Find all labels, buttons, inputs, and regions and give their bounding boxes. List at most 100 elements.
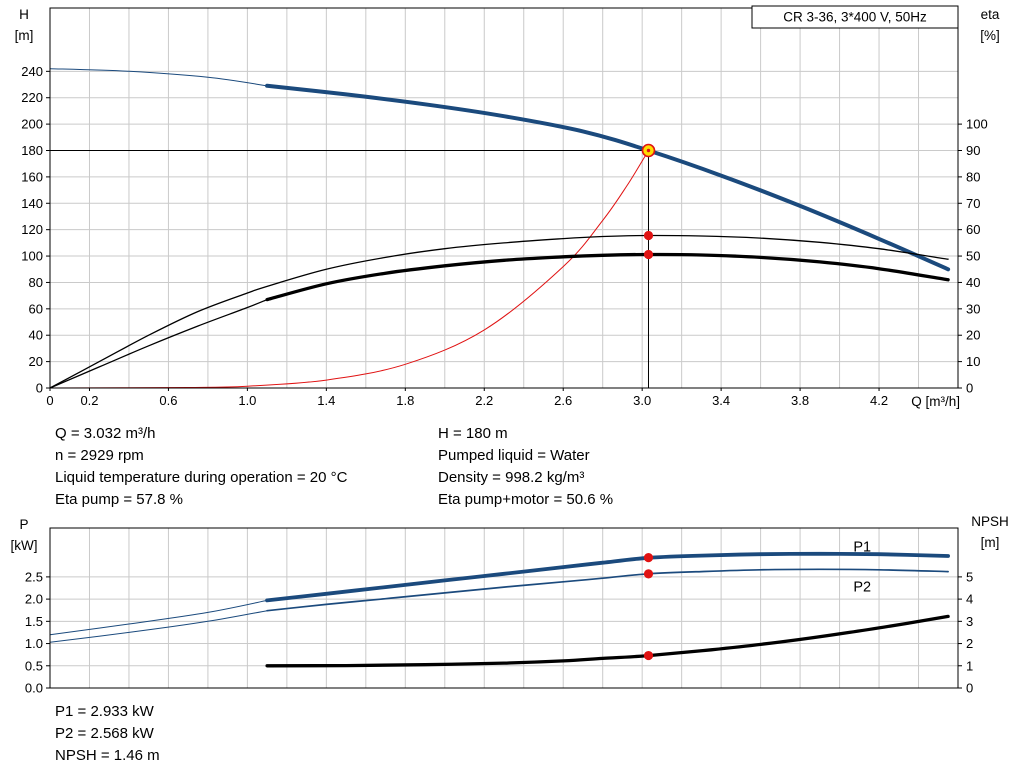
axis-name: P (19, 517, 29, 532)
y-left-tick-label: 200 (21, 117, 43, 132)
y-left-tick-label: 1.0 (25, 636, 43, 651)
info-line-npsh: NPSH = 1.46 m (55, 747, 160, 764)
axis-unit: [kW] (10, 538, 38, 553)
y-right-tick-label: 80 (966, 169, 980, 184)
info-line-temperature: Liquid temperature during operation = 20… (55, 469, 348, 486)
y-right-tick-label: 2 (966, 636, 973, 651)
series-p2-curve-low-flow (49, 610, 268, 643)
npsh-axis-title: NPSH [m] (960, 511, 1020, 553)
y-left-tick-label: 100 (21, 249, 43, 264)
y-right-tick-label: 60 (966, 222, 980, 237)
series-p2-curve (266, 568, 949, 612)
y-left-tick-label: 160 (21, 169, 43, 184)
power-npsh-chart: 0.0 0.5 1.0 1.5 2.0 2.5 0 1 2 3 4 5 P1 P2 (25, 527, 973, 696)
x-tick-label: 0.2 (80, 393, 98, 408)
series-system-curve (49, 150, 649, 389)
y-right-tick-label: 10 (966, 354, 980, 369)
eta-axis-title: eta [%] (962, 4, 1018, 46)
info-line-liquid: Pumped liquid = Water (438, 447, 590, 464)
y-left-tick-label: 140 (21, 196, 43, 211)
x-tick-label: 1.4 (317, 393, 335, 408)
x-tick-label: 2.6 (554, 393, 572, 408)
x-tick-label: 3.0 (633, 393, 651, 408)
info-line-eta-pump: Eta pump = 57.8 % (55, 491, 183, 508)
axis-name: NPSH (971, 514, 1009, 529)
y-left-tick-label: 80 (29, 275, 43, 290)
y-right-tick-label: 40 (966, 275, 980, 290)
y-right-tick-label: 4 (966, 592, 973, 607)
y-right-tick-label: 5 (966, 569, 973, 584)
chart-title-box (751, 5, 959, 29)
y-left-tick-label: 180 (21, 143, 43, 158)
chart-title: CR 3-36, 3*400 V, 50Hz (783, 10, 927, 25)
x-tick-label: 2.2 (475, 393, 493, 408)
info-line-head: H = 180 m (438, 425, 508, 442)
info-line-eta-total: Eta pump+motor = 50.6 % (438, 491, 614, 508)
y-left-tick-label: 240 (21, 64, 43, 79)
y-left-tick-label: 0.0 (25, 681, 43, 696)
series-label-P2: P2 (853, 580, 871, 596)
duty-dot-marker (643, 249, 654, 260)
y-right-tick-label: 100 (966, 117, 988, 132)
duty-info-right: H = 180 m Pumped liquid = Water Density … (438, 423, 613, 511)
series-pump-curve-low-flow (49, 68, 268, 87)
power-npsh-info: P1 = 2.933 kW P2 = 2.568 kW NPSH = 1.46 … (55, 701, 160, 767)
x-tick-label: 0.6 (159, 393, 177, 408)
y-right-tick-label: 0 (966, 681, 973, 696)
info-line-q: Q = 3.032 m³/h (55, 425, 156, 442)
y-left-tick-label: 2.0 (25, 592, 43, 607)
axis-name: H (19, 7, 29, 22)
series-p1-curve-low-flow (49, 599, 268, 636)
duty-dot-marker (643, 230, 654, 241)
axis-unit: [m] (14, 28, 34, 43)
q-axis-title: Q [m³/h] (911, 394, 960, 409)
y-left-tick-label: 60 (29, 301, 43, 316)
y-left-tick-label: 120 (21, 222, 43, 237)
y-left-tick-label: 1.5 (25, 614, 43, 629)
y-right-tick-label: 3 (966, 614, 973, 629)
duty-dot-marker (643, 650, 654, 661)
y-left-tick-label: 0 (36, 381, 43, 396)
info-line-p2: P2 = 2.568 kW (55, 725, 154, 742)
y-left-tick-label: 0.5 (25, 658, 43, 673)
series-eta-pump-motor-low-flow (49, 298, 268, 389)
plot-frame (49, 7, 959, 389)
y-right-tick-label: 90 (966, 143, 980, 158)
x-tick-label: 3.8 (791, 393, 809, 408)
y-right-tick-label: 70 (966, 196, 980, 211)
y-right-tick-label: 0 (966, 381, 973, 396)
duty-dot-marker (643, 553, 654, 563)
series-eta-pump (49, 234, 949, 389)
x-tick-label: 1.8 (396, 393, 414, 408)
axis-unit: [%] (980, 28, 1000, 43)
duty-dot-marker (643, 569, 654, 579)
axis-unit: [m] (980, 535, 1000, 550)
y-right-tick-label: 1 (966, 658, 973, 673)
y-right-tick-label: 30 (966, 301, 980, 316)
series-npsh-curve (265, 614, 950, 668)
y-left-tick-label: 220 (21, 90, 43, 105)
x-tick-label: 1.0 (238, 393, 256, 408)
duty-info-left: Q = 3.032 m³/h n = 2929 rpm Liquid tempe… (55, 423, 347, 511)
y-left-tick-label: 20 (29, 354, 43, 369)
y-left-tick-label: 2.5 (25, 569, 43, 584)
duty-point-center (646, 148, 651, 153)
series-p1-curve (265, 551, 950, 603)
info-line-speed: n = 2929 rpm (55, 447, 144, 464)
y-right-tick-label: 20 (966, 328, 980, 343)
series-eta-pump-motor (265, 252, 950, 302)
series-pump-curve (265, 83, 951, 272)
plot-frame (49, 527, 959, 689)
info-line-p1: P1 = 2.933 kW (55, 703, 154, 720)
y-left-tick-label: 40 (29, 328, 43, 343)
h-axis-title: H [m] (0, 4, 48, 46)
x-tick-label: 0 (46, 393, 53, 408)
y-right-tick-label: 50 (966, 249, 980, 264)
qh-eta-chart: 0 20 40 60 80 100 120 140 160 180 200 220 240 0 10 20 30… (21, 5, 988, 408)
info-line-density: Density = 998.2 kg/m³ (438, 469, 585, 486)
x-tick-label: 4.2 (870, 393, 888, 408)
p-axis-title: P [kW] (0, 514, 48, 556)
x-tick-label: 3.4 (712, 393, 730, 408)
